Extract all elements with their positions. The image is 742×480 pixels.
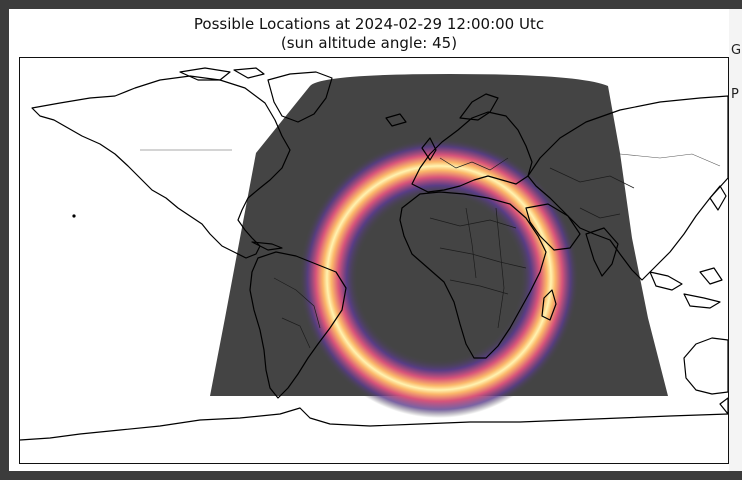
edge-glyph: P	[731, 87, 739, 102]
plot-title: Possible Locations at 2024-02-29 12:00:0…	[193, 15, 545, 33]
plot-subtitle: (sun altitude angle: 45)	[280, 34, 458, 52]
coastlines	[20, 67, 728, 441]
adjacent-window-edge: G P	[729, 9, 742, 471]
edge-glyph: G	[731, 43, 742, 58]
asia-border	[619, 153, 721, 167]
world-map	[19, 57, 729, 464]
figure-canvas: Possible Locations at 2024-02-29 12:00:0…	[9, 9, 729, 471]
country-borders	[273, 157, 635, 349]
island-dot	[72, 214, 76, 218]
